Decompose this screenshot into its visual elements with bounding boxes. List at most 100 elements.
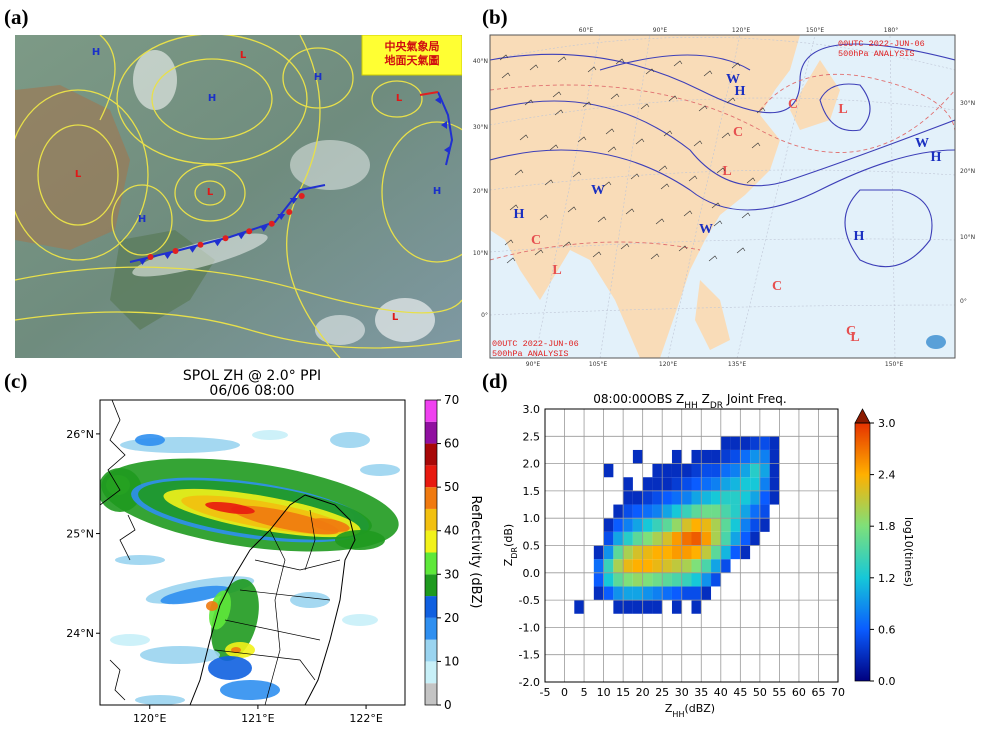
heat-cell: [701, 449, 712, 464]
coord-label: 0°: [960, 298, 967, 305]
heat-cell: [623, 600, 633, 614]
wind-barb: [607, 146, 617, 153]
wind-barb: [597, 216, 607, 223]
panel-label: (b): [482, 5, 508, 29]
wind-barb: [587, 66, 597, 73]
heat-cell: [701, 559, 712, 573]
colorbar-tick-label: 2.4: [878, 469, 896, 482]
front-symbol: [441, 121, 447, 129]
wind-barb: [751, 142, 761, 149]
x-tick-label: 0: [561, 686, 568, 699]
heat-cell: [662, 559, 672, 573]
heat-cell: [730, 477, 741, 491]
front-symbol: [277, 214, 286, 220]
text-part: DR: [710, 401, 723, 411]
wind-barb: [554, 109, 564, 116]
coord-label: 120°E: [732, 27, 750, 34]
wind-barb: [562, 241, 572, 248]
heat-cell: [711, 545, 721, 560]
heat-cell: [652, 504, 663, 519]
heat-cell: [720, 559, 731, 573]
heat-cell: [691, 572, 702, 587]
heat-cell: [593, 545, 604, 560]
heat-cell: [671, 449, 682, 464]
echo: [342, 614, 378, 626]
heat-cell: [759, 490, 770, 505]
heat-cell: [720, 531, 731, 546]
y-label-parts: ZDR(dB): [502, 524, 519, 566]
wind-barb: [660, 183, 670, 190]
heat-cell: [603, 545, 614, 560]
front-symbol: [163, 253, 172, 259]
heat-cell: [730, 518, 741, 532]
wind-barb: [572, 171, 582, 178]
x-tick-label: 65: [811, 686, 825, 699]
coord-label: 90°E: [526, 361, 541, 368]
colorbar-bin: [425, 596, 437, 618]
heat-cell: [681, 490, 692, 505]
coord-label: 105°E: [589, 361, 607, 368]
pressure-label: W: [591, 183, 605, 198]
heat-cell: [632, 504, 643, 519]
wind-barb: [514, 169, 524, 176]
heat-cell: [740, 518, 751, 532]
heat-cell: [740, 477, 751, 491]
colorbar-bin: [425, 683, 437, 705]
heat-cell: [623, 545, 633, 560]
heat-cell: [652, 586, 663, 601]
front-symbol: [172, 248, 179, 254]
y-tick-label: 0.0: [523, 567, 541, 580]
heat-cell: [593, 586, 604, 601]
x-tick-label: 121°E: [241, 712, 274, 725]
chart-title: SPOL ZH @ 2.0° PPI: [183, 368, 321, 384]
coord-label: 60°E: [579, 27, 594, 34]
heat-cell: [720, 490, 731, 505]
pressure-label: L: [552, 263, 561, 278]
heat-cell: [750, 436, 760, 450]
heat-cell: [691, 477, 702, 491]
heat-cell: [720, 504, 731, 519]
wind-barb: [582, 101, 592, 108]
heat-cell: [740, 463, 751, 478]
wind-barb: [635, 138, 645, 145]
heat-cell: [720, 436, 731, 450]
colorbar-tick-label: 60: [444, 437, 459, 451]
wind-barb: [708, 255, 718, 262]
heat-cell: [642, 504, 653, 519]
wind-barb: [529, 64, 539, 71]
wind-barb: [625, 208, 635, 215]
echo: [220, 680, 280, 700]
y-tick-label: 0.5: [523, 540, 541, 553]
heat-cell: [623, 504, 633, 519]
coord-label: 180°: [884, 27, 898, 34]
y-tick-label: 2.0: [523, 458, 541, 471]
echo: [135, 434, 165, 446]
county-line: [214, 509, 341, 705]
heat-cell: [711, 572, 721, 587]
coord-label: 20°N: [960, 168, 975, 175]
heat-cell: [623, 477, 633, 491]
coastline: [189, 494, 356, 705]
colorbar-tick-label: 1.2: [878, 572, 896, 585]
heat-cell: [623, 490, 633, 505]
pressure-label: H: [514, 207, 525, 222]
echo: [231, 505, 339, 535]
heat-cell: [759, 477, 770, 491]
x-tick-label: 10: [597, 686, 611, 699]
heat-cell: [613, 586, 624, 601]
heat-cell: [711, 463, 721, 478]
wind-barb: [673, 60, 683, 67]
heat-cell: [681, 504, 692, 519]
text-part: (dB): [502, 524, 515, 547]
heat-cell: [750, 531, 760, 546]
heat-cell: [632, 531, 643, 546]
wind-barb: [741, 212, 751, 219]
heat-cell: [603, 572, 614, 587]
heat-cell: [662, 463, 672, 478]
heat-cell: [603, 559, 614, 573]
front-symbol: [298, 193, 305, 199]
wind-barb: [610, 93, 620, 100]
wind-barb: [645, 68, 655, 75]
heat-cell: [740, 531, 751, 546]
